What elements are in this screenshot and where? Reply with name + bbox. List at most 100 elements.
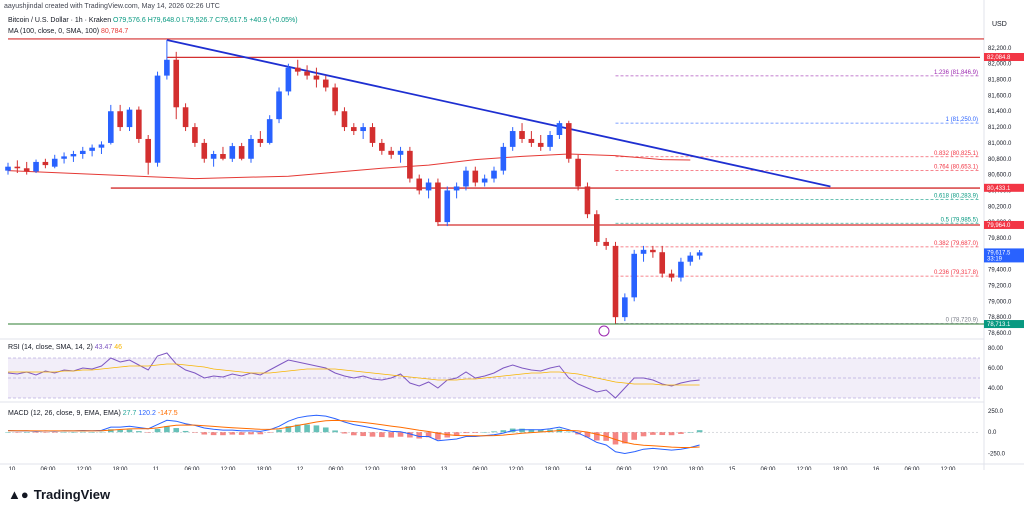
candle [322,79,329,88]
open-value: O79,576.6 [113,17,146,24]
candle [33,161,39,172]
candle [603,241,609,246]
candle [42,161,49,166]
macd-histogram-bar [659,432,666,436]
price-badge-label: 78,713.1 [987,322,1011,328]
price-chart[interactable]: USD 82,200.0 82,000.0 81,800.0 81,600.0 81,40… [0,0,1024,470]
candle [537,142,544,147]
candle [472,170,479,183]
candle [584,186,591,215]
macd-histogram-bar [594,432,600,441]
macd-histogram-bar [696,430,703,433]
macd-histogram-bar [79,431,86,433]
macd-histogram-bar [584,432,591,438]
macd-tick-label: 0.0 [988,430,997,436]
time-tick-label: 16 [873,467,880,470]
candle [425,182,432,191]
close-value: C79,617.5 [215,17,248,24]
candle [687,255,694,262]
macd-histogram-bar [145,432,151,433]
macd-histogram-bar [42,432,49,433]
signal-line [7,419,700,448]
candle [509,131,516,147]
candle [519,131,525,139]
price-tick-label: 79,200.0 [988,283,1012,289]
price-tick-label: 81,400.0 [988,109,1012,115]
candle [351,127,357,132]
macd-hist-value: 27.7 [122,410,137,417]
rsi-legend[interactable]: RSI (14, close, SMA, 14, 2) 43.47 46 [8,344,122,351]
candle [201,142,208,159]
time-tick-label: 12:00 [508,467,524,470]
ohlc-legend: Bitcoin / U.S. Dollar · 1h · Kraken O79,… [8,17,298,24]
macd-histogram-bar [173,428,180,433]
price-tick-label: 79,800.0 [988,236,1012,242]
macd-histogram-bar [640,432,647,437]
price-badge-label: 79,964.0 [987,223,1011,229]
macd-histogram-bar [407,432,413,438]
candle [14,166,21,169]
rsi-tick-label: 80.00 [988,346,1004,352]
time-tick-label: 12:00 [796,467,812,470]
price-tick-label: 78,600.0 [988,331,1012,337]
candle [117,111,123,128]
time-tick-label: 11 [153,467,160,470]
macd-histogram-bar [285,426,292,433]
macd-histogram-bar [425,432,432,438]
macd-histogram-bar [322,427,329,433]
fib-level-label: 0.618 (80,283.9) [934,194,978,200]
macd-histogram-bar [229,432,236,435]
macd-legend[interactable]: MACD (12, 26, close, 9, EMA, EMA) 27.7 1… [8,410,178,417]
time-tick-label: 18:00 [688,467,704,470]
macd-histogram-bar [612,432,619,445]
time-tick-label: 06:00 [472,467,488,470]
candle [612,245,619,318]
price-tick-label: 80,600.0 [988,173,1012,179]
macd-histogram-bar [210,432,217,436]
price-tick-label: 81,200.0 [988,125,1012,131]
symbol-label[interactable]: Bitcoin / U.S. Dollar · 1h · Kraken [8,17,112,24]
candle [332,87,338,112]
candle [51,158,58,167]
macd-histogram-bar [687,432,694,433]
candle [238,146,245,159]
fib-level-label: 0.764 (80,653.1) [934,164,978,170]
macd-tick-label: -250.0 [988,451,1006,457]
candle [500,146,507,171]
macd-histogram-bar [631,432,637,440]
candle [136,109,142,139]
macd-histogram-bar [332,430,338,433]
candle [640,249,647,254]
candle [220,154,226,159]
time-tick-label: 18:00 [256,467,272,470]
candle [463,170,469,187]
fib-level-label: 0.236 (79,317.8) [934,270,978,276]
ma-legend[interactable]: MA (100, close, 0, SMA, 100) 80,784.7 [8,28,128,35]
price-tick-label: 78,800.0 [988,315,1012,321]
macd-histogram-bar [294,424,301,433]
candle [444,190,451,223]
macd-histogram-bar [360,432,366,437]
macd-histogram-bar [416,432,423,439]
price-tick-label: 80,800.0 [988,157,1012,163]
high-value: H79,648.0 [147,17,181,24]
macd-histogram-bar [201,432,208,435]
tradingview-footer: ▲● TradingView [8,487,110,502]
candle [98,144,105,148]
time-tick-label: 14 [585,467,592,470]
candle [594,214,600,242]
macd-histogram-bar [537,429,544,433]
macd-histogram-bar [61,431,67,433]
ma-value: 80,784.7 [101,28,129,35]
rsi-value: 43.47 [94,344,113,351]
created-by-text: aayushjindal created with TradingView.co… [4,3,220,10]
candle [341,111,348,128]
time-tick-label: 06:00 [184,467,200,470]
candle [79,150,86,155]
tradingview-logo-icon: ▲● [8,487,29,502]
macd-histogram-bar [650,432,656,435]
rsi-title: RSI (14, close, SMA, 14, 2) [8,344,93,351]
fib-level-label: 0.382 (79,687.0) [934,241,978,247]
candle [650,249,656,253]
rsi-ma-value: 46 [114,344,123,351]
